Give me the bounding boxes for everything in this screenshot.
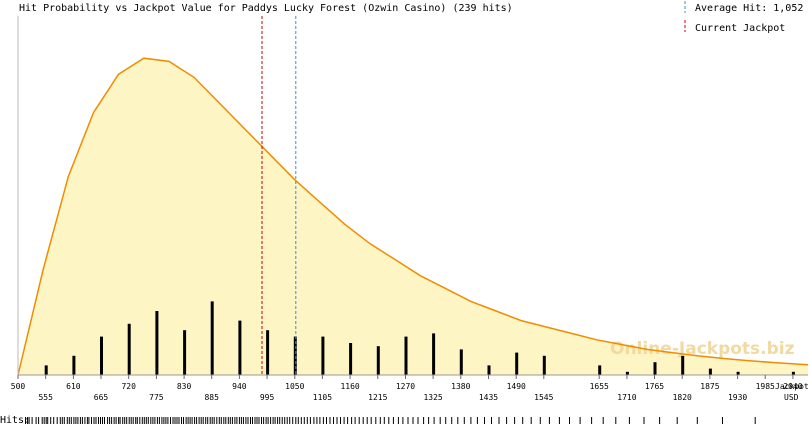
bars-group <box>44 301 795 375</box>
bar <box>432 333 436 375</box>
x-tick-label: 500 <box>11 382 26 391</box>
x-tick-label: 1710 <box>617 393 636 402</box>
legend-average-label: Average Hit: 1,052 <box>695 3 803 14</box>
plot-area: Online-Jackpots.biz <box>17 16 809 376</box>
x-tick-label: 775 <box>149 393 164 402</box>
x-tick-label: 1765 <box>645 382 664 391</box>
bar <box>487 365 491 375</box>
hits-strip <box>25 417 756 424</box>
x-tick-label: 2040 <box>783 382 802 391</box>
x-tick-label: 1655 <box>590 382 609 391</box>
x-tick-label: 1435 <box>479 393 498 402</box>
bar <box>459 349 463 375</box>
bar <box>708 368 712 375</box>
x-tick-label: 1050 <box>285 382 304 391</box>
bar <box>155 311 159 375</box>
x-tick-label: 665 <box>94 393 109 402</box>
x-tick-label: 1325 <box>423 393 442 402</box>
x-tick-label: 1490 <box>507 382 526 391</box>
x-tick-label: 940 <box>232 382 247 391</box>
x-tick-label: 1875 <box>700 382 719 391</box>
bar <box>598 365 602 375</box>
x-tick-label: 1215 <box>368 393 387 402</box>
x-tick-label: 1930 <box>728 393 747 402</box>
x-tick-label: 1160 <box>340 382 359 391</box>
bar <box>321 336 325 375</box>
x-tick-label: 995 <box>260 393 275 402</box>
x-tick-label: 610 <box>66 382 81 391</box>
bar <box>625 371 629 375</box>
bar <box>127 323 131 375</box>
x-axis-label-line2: USD <box>784 393 799 402</box>
bar <box>542 355 546 375</box>
bar <box>515 352 519 375</box>
x-axis-label-line1: Jackpot, <box>775 382 810 391</box>
bar <box>653 362 657 375</box>
bar <box>349 343 353 375</box>
bar <box>210 301 214 375</box>
x-tick-label: 1820 <box>673 393 692 402</box>
x-tick-label: 1545 <box>534 393 553 402</box>
legend: Average Hit: 1,052 Current Jackpot <box>684 1 803 34</box>
bar <box>72 355 76 375</box>
x-tick-label: 885 <box>204 393 219 402</box>
legend-current-label: Current Jackpot <box>695 23 785 34</box>
bar <box>736 371 740 375</box>
probability-curve-fill <box>18 58 808 375</box>
x-axis-ticks: 500 610 720 830 940 1050 1160 1270 1380 1490 1655 1… <box>11 375 803 402</box>
bar <box>681 355 685 375</box>
watermark: Online-Jackpots.biz <box>610 339 795 359</box>
x-tick-label: 1380 <box>451 382 470 391</box>
x-tick-label: 1985 <box>756 382 775 391</box>
probability-curve-line <box>17 57 809 376</box>
bar <box>293 336 297 375</box>
x-tick-label: 720 <box>121 382 136 391</box>
chart-title: Hit Probability vs Jackpot Value for Pad… <box>19 3 513 14</box>
bar <box>238 320 242 375</box>
bar <box>791 371 795 375</box>
x-tick-label: 555 <box>38 393 53 402</box>
x-tick-label: 1270 <box>396 382 415 391</box>
x-tick-label: 1105 <box>313 393 332 402</box>
bar <box>266 330 270 375</box>
bar <box>376 346 380 375</box>
bar <box>183 330 187 375</box>
hits-label: Hits: <box>0 415 30 425</box>
bar <box>44 365 48 375</box>
x-tick-label: 830 <box>177 382 192 391</box>
bar <box>100 336 103 375</box>
bar <box>404 336 408 375</box>
